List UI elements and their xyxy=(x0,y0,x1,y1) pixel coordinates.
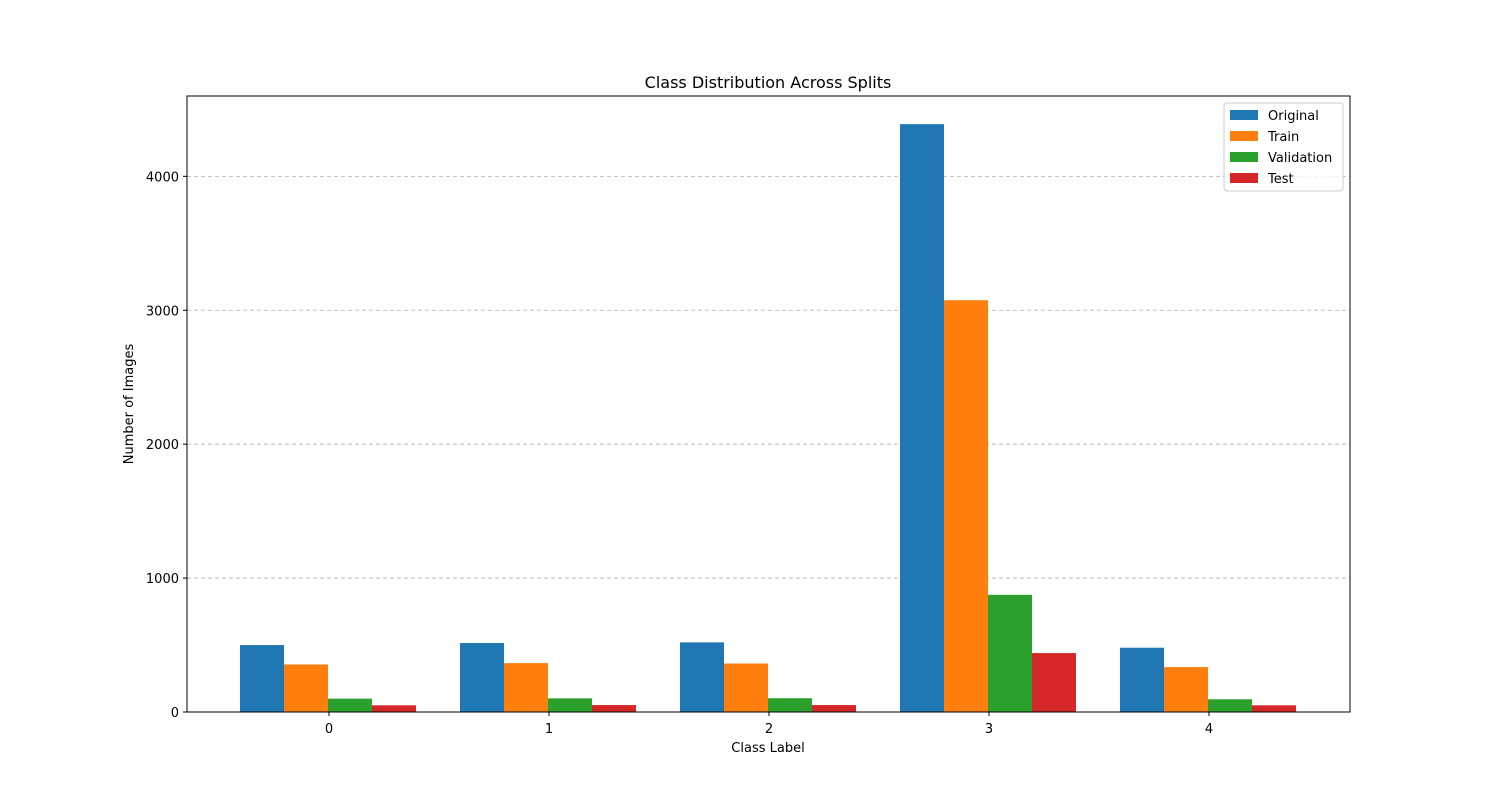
bar-test-2 xyxy=(812,705,856,712)
bar-test-3 xyxy=(1032,653,1076,712)
legend-label: Original xyxy=(1268,109,1319,124)
gridlines xyxy=(187,175,1350,579)
x-tick-label: 4 xyxy=(1205,722,1213,737)
y-tick-label: 2000 xyxy=(146,438,179,453)
bar-test-1 xyxy=(592,705,636,712)
legend-swatch xyxy=(1230,131,1258,141)
x-tick-label: 1 xyxy=(545,722,553,737)
chart-title: Class Distribution Across Splits xyxy=(645,73,892,92)
y-axis-label: Number of Images xyxy=(122,344,137,465)
legend-swatch xyxy=(1230,152,1258,162)
bar-train-0 xyxy=(284,664,328,712)
x-axis: 0 1 2 3 4 xyxy=(325,712,1213,737)
bar-test-4 xyxy=(1252,705,1296,712)
x-tick-label: 3 xyxy=(985,722,993,737)
y-axis: 0 1000 2000 3000 4000 xyxy=(146,170,187,721)
bar-validation-4 xyxy=(1208,699,1252,712)
y-tick-label: 4000 xyxy=(146,170,179,185)
y-tick-label: 0 xyxy=(171,706,179,721)
legend-box xyxy=(1223,102,1344,192)
bar-train-4 xyxy=(1164,667,1208,712)
bar-train-2 xyxy=(724,663,768,712)
plot-frame xyxy=(186,95,1351,713)
bar-original-3 xyxy=(900,124,944,712)
legend-label: Validation xyxy=(1268,151,1332,166)
bar-original-4 xyxy=(1120,647,1164,712)
bar-original-0 xyxy=(240,645,284,712)
bar-validation-0 xyxy=(328,698,372,712)
bar-original-1 xyxy=(460,643,504,712)
legend-label: Test xyxy=(1267,172,1294,187)
bar-validation-3 xyxy=(988,594,1032,712)
legend-swatch xyxy=(1230,110,1258,120)
y-tick-label: 1000 xyxy=(146,572,179,587)
bar-validation-2 xyxy=(768,698,812,712)
legend-swatch xyxy=(1230,173,1258,183)
x-axis-label: Class Label xyxy=(731,741,804,756)
bar-original-2 xyxy=(680,642,724,712)
x-tick-label: 2 xyxy=(765,722,773,737)
bars xyxy=(240,124,1296,712)
legend-label: Train xyxy=(1267,130,1299,145)
x-tick-label: 0 xyxy=(325,722,333,737)
bar-train-1 xyxy=(504,663,548,712)
bar-test-0 xyxy=(372,705,416,712)
bar-validation-1 xyxy=(548,698,592,712)
legend: Original Train Validation Test xyxy=(1223,102,1344,192)
y-tick-label: 3000 xyxy=(146,304,179,319)
bar-train-3 xyxy=(944,300,988,712)
